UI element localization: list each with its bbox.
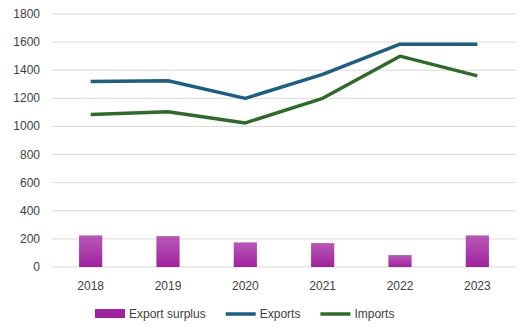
line bbox=[91, 44, 478, 98]
line bbox=[91, 56, 478, 123]
x-tick-label: 2022 bbox=[387, 279, 414, 293]
chart-svg: 0 200 400 600 800 1000 1200 1400 1600 1800 2018 201… bbox=[0, 0, 519, 327]
bar bbox=[234, 242, 257, 267]
grid-line bbox=[52, 14, 516, 15]
grid-line bbox=[52, 154, 516, 155]
legend-swatch bbox=[320, 312, 350, 316]
y-tick-label: 1800 bbox=[13, 7, 40, 21]
legend-swatch bbox=[95, 309, 125, 318]
y-tick-label: 400 bbox=[20, 204, 40, 218]
bar bbox=[466, 235, 489, 267]
grid-line bbox=[52, 126, 516, 127]
bar bbox=[311, 243, 334, 267]
legend-swatch bbox=[226, 312, 256, 316]
y-tick-label: 0 bbox=[33, 260, 40, 274]
legend: Export surplus Exports Imports bbox=[95, 307, 394, 321]
bar bbox=[79, 235, 102, 267]
x-tick-label: 2020 bbox=[232, 279, 259, 293]
legend-label: Export surplus bbox=[129, 307, 206, 321]
grid-line bbox=[52, 182, 516, 183]
grid-line bbox=[52, 42, 516, 43]
chart-container: 0 200 400 600 800 1000 1200 1400 1600 1800 2018 201… bbox=[0, 0, 519, 327]
y-tick-label: 1200 bbox=[13, 91, 40, 105]
plot-marks bbox=[79, 44, 489, 267]
y-tick-label: 800 bbox=[20, 148, 40, 162]
x-tick-label: 2019 bbox=[155, 279, 182, 293]
y-tick-label: 1600 bbox=[13, 35, 40, 49]
grid-line bbox=[52, 98, 516, 99]
grid-line bbox=[52, 267, 516, 268]
x-tick-label: 2023 bbox=[464, 279, 491, 293]
y-tick-label: 1000 bbox=[13, 119, 40, 133]
bar bbox=[156, 236, 179, 267]
y-tick-label: 600 bbox=[20, 176, 40, 190]
y-tick-label: 200 bbox=[20, 232, 40, 246]
grid-line bbox=[52, 210, 516, 211]
x-tick-label: 2018 bbox=[77, 279, 104, 293]
grid-line bbox=[52, 238, 516, 239]
grid-line bbox=[52, 70, 516, 71]
bar bbox=[388, 255, 411, 267]
legend-label: Imports bbox=[354, 307, 394, 321]
x-tick-label: 2021 bbox=[309, 279, 336, 293]
legend-label: Exports bbox=[260, 307, 301, 321]
y-tick-label: 1400 bbox=[13, 63, 40, 77]
